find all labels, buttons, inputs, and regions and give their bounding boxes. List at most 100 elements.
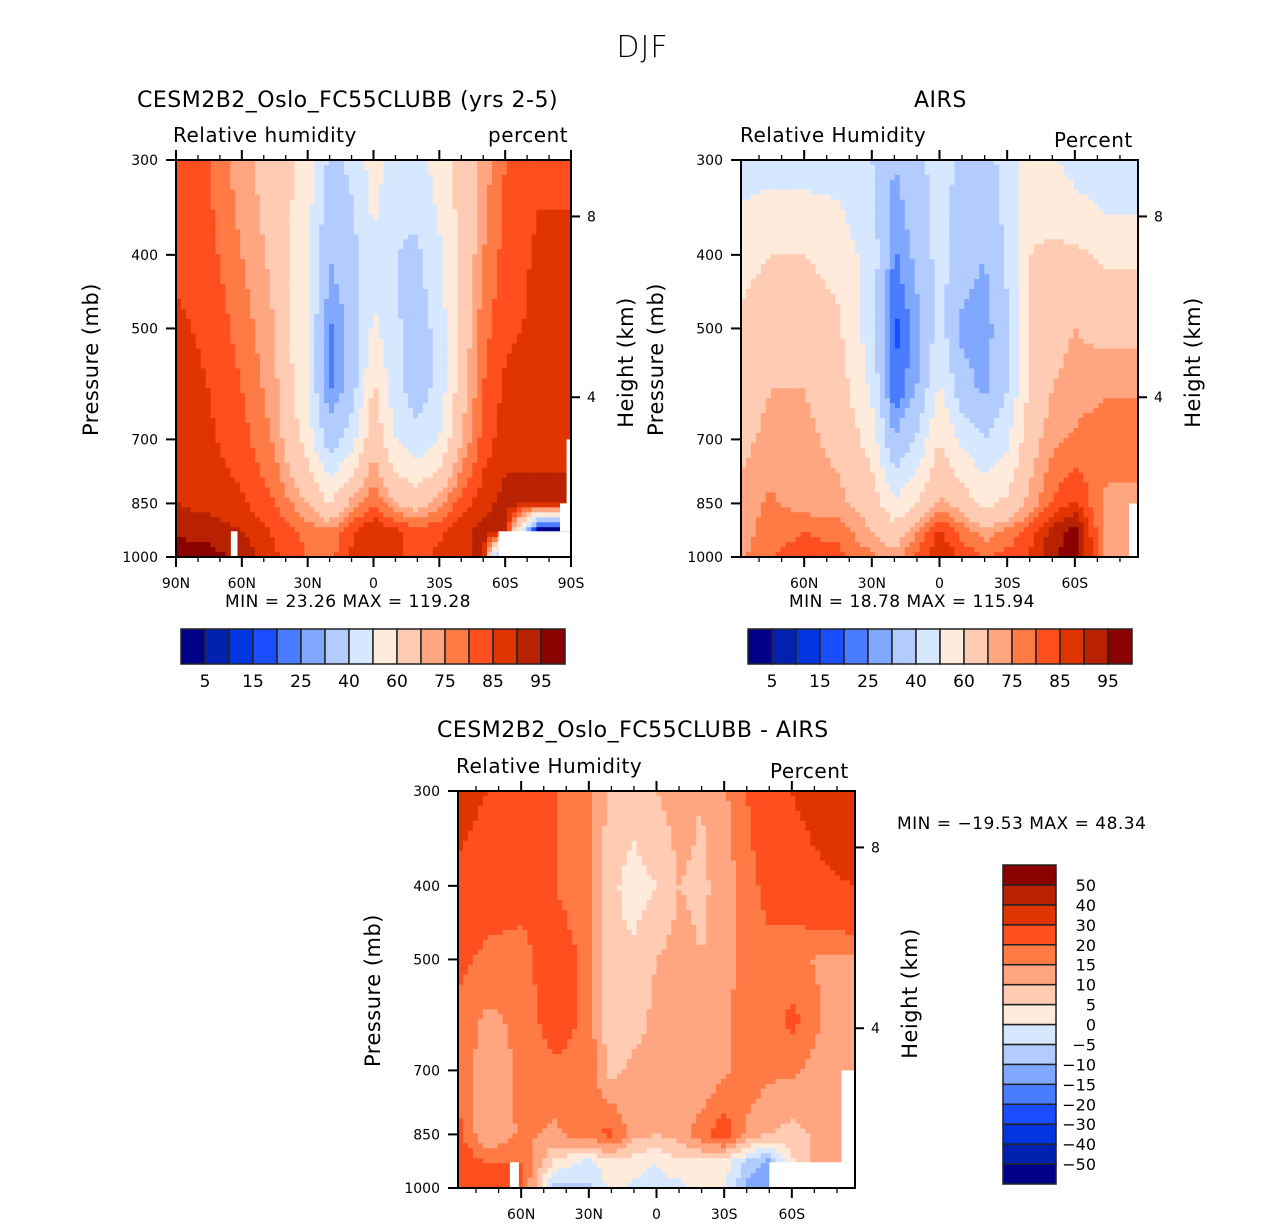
contour-cell xyxy=(279,413,286,419)
contour-cell xyxy=(457,259,463,265)
contour-cell xyxy=(403,348,409,355)
contour-cell xyxy=(220,274,226,280)
contour-cell xyxy=(521,298,528,305)
contour-cell xyxy=(215,160,222,166)
contour-cell xyxy=(304,204,310,211)
contour-cell xyxy=(264,442,271,449)
contour-cell xyxy=(210,239,217,245)
contour-cell xyxy=(541,279,547,285)
contour-cell xyxy=(482,378,488,384)
contour-cell xyxy=(279,427,286,434)
contour-cell xyxy=(472,254,478,260)
contour-cell xyxy=(180,254,187,260)
contour-cell xyxy=(343,403,350,409)
contour-cell xyxy=(536,269,542,275)
contour-cell xyxy=(250,338,256,345)
contour-cell xyxy=(521,457,528,464)
contour-cell xyxy=(309,378,315,384)
contour-cell xyxy=(437,259,444,265)
contour-cell xyxy=(467,432,473,439)
contour-cell xyxy=(289,274,296,280)
contour-cell xyxy=(304,160,310,166)
contour-cell xyxy=(338,194,345,201)
contour-cell xyxy=(289,313,296,320)
contour-cell xyxy=(279,457,286,464)
contour-cell xyxy=(531,179,538,186)
contour-cell xyxy=(378,358,384,365)
contour-cell xyxy=(309,457,315,464)
contour-cell xyxy=(521,462,528,469)
contour-cell xyxy=(432,209,439,216)
contour-cell xyxy=(324,179,330,186)
contour-cell xyxy=(294,269,301,275)
contour-cell xyxy=(472,408,478,414)
contour-cell xyxy=(403,169,409,176)
contour-cell xyxy=(373,284,380,290)
contour-cell xyxy=(338,199,345,206)
contour-cell xyxy=(314,418,320,424)
contour-cell xyxy=(329,209,335,216)
contour-cell xyxy=(368,160,375,166)
contour-cell xyxy=(482,452,488,459)
contour-cell xyxy=(205,224,212,231)
contour-cell xyxy=(363,303,370,310)
contour-cell xyxy=(472,234,478,240)
contour-cell xyxy=(284,328,291,335)
contour-cell xyxy=(215,259,222,265)
contour-cell xyxy=(324,318,330,325)
contour-cell xyxy=(220,457,226,464)
contour-cell xyxy=(205,169,212,176)
contour-cell xyxy=(408,174,414,181)
contour-cell xyxy=(417,423,424,429)
contour-cell xyxy=(259,274,266,280)
contour-cell xyxy=(324,249,330,255)
contour-cell xyxy=(477,303,483,310)
contour-cell xyxy=(250,174,256,181)
contour-cell xyxy=(467,189,473,196)
contour-cell xyxy=(245,363,251,370)
contour-cell xyxy=(556,408,562,414)
contour-cell xyxy=(190,269,197,275)
contour-cell xyxy=(309,224,315,231)
contour-cell xyxy=(462,373,468,379)
contour-cell xyxy=(235,413,241,419)
contour-cell xyxy=(506,343,513,350)
contour-cell xyxy=(496,383,503,389)
contour-cell xyxy=(255,313,261,320)
contour-cell xyxy=(264,447,271,454)
contour-cell xyxy=(299,194,305,201)
contour-cell xyxy=(437,432,444,439)
contour-cell xyxy=(427,244,434,250)
contour-cell xyxy=(462,383,468,389)
contour-cell xyxy=(531,199,538,206)
contour-cell xyxy=(314,284,320,290)
contour-cell xyxy=(329,408,335,414)
contour-cell xyxy=(477,462,483,469)
contour-cell xyxy=(324,254,330,260)
contour-cell xyxy=(274,368,281,374)
contour-cell xyxy=(442,393,449,399)
contour-cell xyxy=(353,313,360,320)
contour-cell xyxy=(334,269,340,275)
contour-cell xyxy=(378,353,384,360)
contour-cell xyxy=(531,363,538,370)
contour-cell xyxy=(205,194,212,201)
contour-cell xyxy=(398,189,404,196)
contour-cell xyxy=(388,388,394,394)
contour-cell xyxy=(269,179,276,186)
contour-cell xyxy=(299,244,305,250)
contour-cell xyxy=(462,418,468,424)
contour-cell xyxy=(180,303,187,310)
contour-cell xyxy=(329,224,335,231)
contour-cell xyxy=(180,442,187,449)
contour-cell xyxy=(551,363,557,370)
contour-cell xyxy=(353,388,360,394)
contour-cell xyxy=(284,234,291,240)
contour-cell xyxy=(259,293,266,300)
contour-cell xyxy=(348,358,355,365)
contour-cell xyxy=(403,269,409,275)
contour-cell xyxy=(319,388,325,394)
contour-cell xyxy=(432,408,439,414)
contour-cell xyxy=(190,164,197,171)
contour-cell xyxy=(225,249,231,255)
